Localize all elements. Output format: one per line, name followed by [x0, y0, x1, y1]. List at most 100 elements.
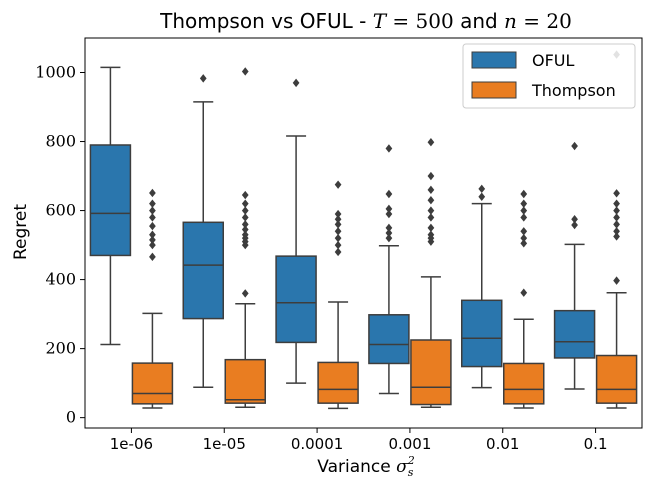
box-iqr — [182, 221, 224, 320]
outlier-point — [613, 213, 620, 222]
outlier-point — [334, 220, 342, 229]
box-iqr — [224, 358, 266, 404]
box-iqr — [595, 354, 638, 404]
box-thompson-0.0001 — [317, 180, 359, 410]
legend-label-thompson: Thompson — [531, 81, 616, 100]
outlier-point — [520, 233, 528, 243]
box-oful-1e-05 — [182, 74, 224, 389]
box-iqr — [89, 144, 132, 257]
box-iqr — [410, 339, 452, 406]
outlier-point — [385, 144, 393, 153]
chart-title-t: T — [373, 9, 388, 33]
box-oful-0.01 — [461, 184, 503, 389]
outlier-point — [334, 240, 342, 250]
outlier-point — [149, 199, 156, 208]
box-thompson-0.001 — [410, 138, 452, 409]
outlier-point — [613, 220, 620, 229]
outlier-point — [149, 206, 156, 215]
legend: OFUL Thompson — [462, 43, 636, 109]
outlier-point — [241, 220, 249, 229]
outlier-point — [385, 233, 393, 243]
box-oful-0.0001 — [275, 78, 317, 384]
outlier-point — [334, 214, 342, 224]
outlier-point — [149, 230, 156, 239]
outlier-point — [520, 288, 528, 297]
box-iqr — [317, 361, 359, 404]
outlier-point — [427, 138, 435, 147]
chart-title-eq2: = 20 — [517, 9, 572, 33]
box-iqr — [553, 309, 596, 359]
plot-frame — [84, 37, 643, 429]
y-tick-label: 200 — [45, 339, 76, 358]
outlier-point — [385, 209, 393, 219]
outlier-point — [334, 209, 342, 219]
outlier-point — [427, 196, 435, 205]
outlier-point — [199, 74, 207, 83]
chart-title-prefix: Thompson vs OFUL - — [159, 9, 373, 33]
outlier-point — [334, 247, 342, 257]
outlier-point — [334, 180, 342, 189]
outlier-point — [149, 240, 156, 250]
box-oful-0.1 — [553, 141, 596, 390]
outlier-point — [241, 289, 249, 298]
outlier-point — [613, 232, 620, 241]
outlier-point — [478, 184, 486, 194]
box-iqr — [368, 314, 410, 365]
outlier-point — [520, 213, 528, 222]
chart-title: Thompson vs OFUL - T = 500 and n = 20 — [159, 9, 572, 33]
box-oful-1e-06 — [89, 66, 132, 346]
y-tick-label: 600 — [45, 201, 76, 220]
outlier-point — [241, 67, 249, 76]
outlier-point — [149, 221, 156, 231]
outlier-point — [613, 206, 620, 215]
legend-swatch-thompson — [471, 81, 517, 99]
outlier-point — [385, 228, 393, 238]
outlier-point — [292, 78, 300, 88]
plot-area — [84, 37, 643, 429]
y-tick-label: 800 — [45, 132, 76, 151]
x-axis: 1e-06 1e-05 0.0001 0.001 0.01 0.1 — [110, 428, 608, 453]
x-axis-label: Variance σ2 s — [317, 454, 414, 478]
outlier-point — [427, 185, 435, 195]
outlier-point — [385, 204, 393, 214]
y-axis: 0 200 400 600 800 1000 — [35, 63, 85, 427]
outlier-point — [427, 213, 435, 222]
box-thompson-1e-05 — [224, 67, 266, 409]
outlier-point — [571, 220, 578, 230]
outlier-point — [520, 239, 528, 248]
outlier-point — [571, 214, 578, 224]
outlier-point — [241, 225, 249, 234]
outlier-point — [385, 189, 393, 199]
outlier-point — [149, 235, 156, 245]
outlier-point — [149, 213, 156, 222]
outlier-point — [149, 252, 156, 262]
outlier-point — [427, 230, 435, 239]
outlier-point — [427, 223, 435, 233]
y-tick-label: 0 — [66, 408, 76, 427]
box-thompson-1e-06 — [131, 188, 174, 409]
outlier-point — [520, 199, 528, 208]
box-iqr — [461, 299, 503, 368]
chart-title-eq1: = 500 — [386, 9, 460, 33]
outlier-point — [149, 188, 156, 198]
x-axis-label-text: Variance — [317, 457, 396, 477]
outlier-point — [478, 192, 486, 201]
outlier-point — [241, 230, 249, 239]
outlier-point — [520, 206, 528, 215]
x-axis-label-sub: s — [408, 466, 414, 478]
outlier-point — [241, 199, 249, 208]
outlier-point — [613, 199, 620, 208]
x-tick-label: 1e-05 — [203, 435, 246, 453]
chart-title-n: n — [504, 9, 517, 33]
outlier-point — [520, 227, 528, 236]
box-iqr — [503, 362, 545, 405]
x-tick-label: 0.1 — [584, 435, 608, 453]
legend-label-oful: OFUL — [532, 51, 575, 70]
outlier-point — [334, 233, 342, 243]
outlier-point — [427, 171, 435, 181]
outlier-point — [613, 189, 620, 198]
legend-swatch-oful — [471, 51, 517, 69]
outlier-point — [334, 227, 342, 236]
y-tick-label: 400 — [45, 270, 76, 289]
